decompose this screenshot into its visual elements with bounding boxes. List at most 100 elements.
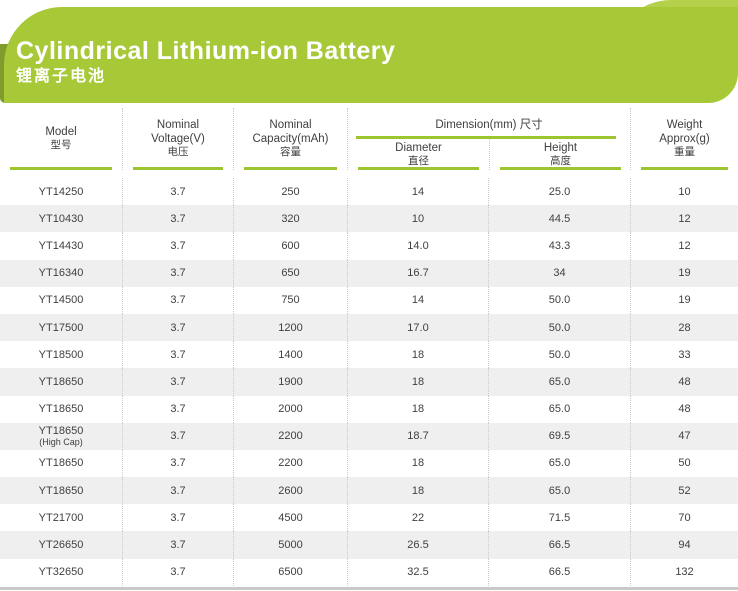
cell-weight: 70 [630, 504, 738, 532]
cell-model: YT18650 (High Cap) [38, 425, 84, 448]
table-row: YT14430 3.7 600 14.0 43.3 12 [0, 232, 738, 260]
cell-capacity: 600 [233, 232, 347, 260]
cell-diameter: 17.0 [347, 313, 488, 342]
page-title: Cylindrical Lithium-ion Battery [16, 37, 396, 65]
cell-capacity: 650 [233, 259, 347, 287]
table-row: YT18650 3.7 2200 18 65.0 50 [0, 449, 738, 478]
column-header-capacity: Nominal Capacity(mAh) 容量 [233, 108, 347, 170]
cell-weight: 48 [630, 368, 738, 396]
cell-weight: 48 [630, 395, 738, 423]
cell-model: YT18500 [38, 348, 84, 361]
banner-card: Cylindrical Lithium-ion Battery 锂离子电池 [4, 7, 738, 103]
header-weight-zh: 重量 [674, 146, 695, 158]
cell-height: 50.0 [488, 286, 630, 314]
header-dimension-text: Dimension(mm) 尺寸 [435, 118, 543, 131]
cell-height: 65.0 [488, 368, 630, 396]
cell-height: 34 [488, 259, 630, 287]
cell-diameter: 18 [347, 368, 488, 396]
cell-diameter: 18 [347, 477, 488, 505]
header-capacity-en2: Capacity(mAh) [252, 132, 329, 145]
header-model-en: Model [45, 125, 77, 138]
table-row: YT18650 3.7 1900 18 65.0 48 [0, 368, 738, 396]
cell-voltage: 3.7 [122, 504, 233, 532]
cell-voltage: 3.7 [122, 341, 233, 369]
table-header-row: Model 型号 Nominal Voltage(V) 电压 Nominal C… [0, 108, 738, 170]
header-weight-en1: Weight [666, 119, 703, 131]
page-subtitle: 锂离子电池 [16, 68, 107, 85]
cell-voltage: 3.7 [122, 232, 233, 260]
cell-model: YT14500 [38, 294, 84, 307]
cell-model: YT26650 [38, 539, 84, 552]
cell-capacity: 250 [233, 178, 347, 206]
header-underline [358, 167, 479, 170]
header-dimension-label: Dimension(mm) 尺寸 [348, 108, 630, 139]
cell-weight: 12 [630, 232, 738, 260]
cell-model: YT18650 [38, 484, 84, 497]
table-row: YT14250 3.7 250 14 25.0 10 [0, 178, 738, 206]
cell-voltage: 3.7 [122, 395, 233, 423]
header-underline [133, 167, 223, 170]
bottom-divider [0, 587, 738, 590]
cell-voltage: 3.7 [122, 449, 233, 478]
cell-height: 25.0 [488, 178, 630, 206]
cell-voltage: 3.7 [122, 286, 233, 314]
battery-spec-table: Model 型号 Nominal Voltage(V) 电压 Nominal C… [0, 108, 738, 586]
cell-height: 44.5 [488, 205, 630, 233]
cell-voltage: 3.7 [122, 259, 233, 287]
cell-height: 65.0 [488, 477, 630, 505]
table-row: YT10430 3.7 320 10 44.5 12 [0, 205, 738, 233]
cell-height: 43.3 [488, 232, 630, 260]
cell-height: 69.5 [488, 422, 630, 450]
cell-model: YT32650 [38, 566, 84, 579]
cell-height: 50.0 [488, 341, 630, 369]
cell-weight: 33 [630, 341, 738, 369]
cell-voltage: 3.7 [122, 422, 233, 450]
table-row: YT32650 3.7 6500 32.5 66.5 132 [0, 558, 738, 586]
table-row: YT18650 3.7 2600 18 65.0 52 [0, 477, 738, 505]
header-diameter-en: Diameter [395, 141, 442, 154]
table-row: YT18500 3.7 1400 18 50.0 33 [0, 341, 738, 369]
cell-capacity: 6500 [233, 558, 347, 586]
cell-weight: 10 [630, 178, 738, 206]
cell-capacity: 2000 [233, 395, 347, 423]
cell-diameter: 22 [347, 504, 488, 532]
cell-model: YT21700 [38, 511, 84, 524]
cell-model: YT14250 [38, 185, 84, 198]
table-row: YT16340 3.7 650 16.7 34 19 [0, 259, 738, 287]
column-header-diameter: Diameter 直径 [348, 139, 489, 170]
table-row: YT14500 3.7 750 14 50.0 19 [0, 286, 738, 314]
cell-voltage: 3.7 [122, 477, 233, 505]
cell-weight: 19 [630, 259, 738, 287]
cell-voltage: 3.7 [122, 558, 233, 586]
cell-capacity: 1900 [233, 368, 347, 396]
cell-weight: 28 [630, 313, 738, 342]
dimension-subheaders: Diameter 直径 Height 高度 [348, 139, 630, 170]
header-underline [500, 167, 621, 170]
cell-height: 71.5 [488, 504, 630, 532]
cell-diameter: 18.7 [347, 422, 488, 450]
cell-capacity: 320 [233, 205, 347, 233]
cell-voltage: 3.7 [122, 313, 233, 342]
cell-diameter: 18 [347, 449, 488, 478]
header-voltage-en2: Voltage(V) [151, 132, 205, 145]
cell-model: YT18650 [38, 375, 84, 388]
table-row: YT21700 3.7 4500 22 71.5 70 [0, 504, 738, 532]
header-height-en: Height [543, 141, 578, 154]
cell-diameter: 14 [347, 286, 488, 314]
cell-voltage: 3.7 [122, 368, 233, 396]
table-body: YT14250 3.7 250 14 25.0 10 YT10430 3.7 320 10 44.5… [0, 178, 738, 586]
cell-voltage: 3.7 [122, 531, 233, 559]
cell-weight: 132 [630, 558, 738, 586]
cell-model: YT17500 [38, 321, 84, 334]
header-underline [641, 167, 728, 170]
cell-weight: 52 [630, 477, 738, 505]
table-row: YT17500 3.7 1200 17.0 50.0 28 [0, 313, 738, 342]
cell-capacity: 750 [233, 286, 347, 314]
header-underline [356, 136, 616, 139]
cell-diameter: 10 [347, 205, 488, 233]
cell-model: YT16340 [38, 267, 84, 280]
cell-weight: 12 [630, 205, 738, 233]
cell-capacity: 1200 [233, 313, 347, 342]
column-header-weight: Weight Approx(g) 重量 [630, 108, 738, 170]
table-row: YT18650 (High Cap) 3.7 2200 18.7 69.5 47 [0, 422, 738, 450]
